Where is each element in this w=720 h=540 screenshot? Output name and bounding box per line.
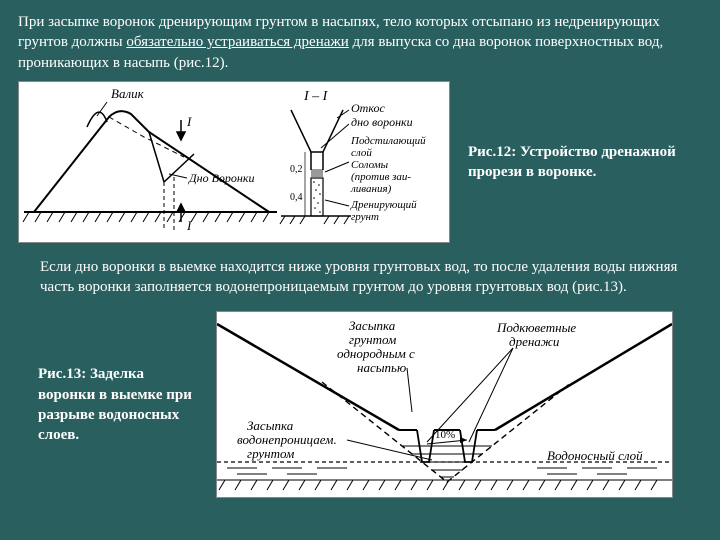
label-d02: 0,2 bbox=[290, 164, 303, 175]
label-section: I – I bbox=[303, 89, 329, 104]
figure-13-diagram: 10% bbox=[216, 311, 673, 498]
label-10pct: 10% bbox=[435, 429, 455, 441]
label-grunt: грунт bbox=[351, 211, 379, 223]
caption-13: Рис.13: Заделка воронки в выемке при раз… bbox=[18, 364, 198, 445]
label-zb2: водонепроницаем. bbox=[237, 432, 337, 447]
label-vodon: Водоносный слой bbox=[547, 448, 643, 463]
paragraph-2: Если дно воронки в выемке находится ниже… bbox=[40, 257, 692, 298]
figure-13-row: Рис.13: Заделка воронки в выемке при раз… bbox=[18, 311, 692, 498]
label-zasypka4: насыпью bbox=[357, 360, 406, 375]
figure-12-diagram: I I Валик Дно Воронки I – I bbox=[18, 81, 450, 243]
label-podk1: Подкюветные bbox=[496, 320, 576, 335]
figure-12-row: I I Валик Дно Воронки I – I bbox=[18, 81, 692, 243]
paragraph-1: При засыпке воронок дренирующим грунтом … bbox=[18, 12, 692, 73]
para1-underlined: обязательно устраиваться дренажи bbox=[126, 34, 348, 50]
label-otkos: Откос bbox=[351, 101, 385, 115]
label-livaniya: ливания) bbox=[350, 183, 392, 195]
label-podstil: Подстилающий bbox=[350, 135, 426, 147]
label-zasypka1: Засыпка bbox=[349, 318, 396, 333]
label-dno-left: Дно Воронки bbox=[188, 171, 254, 185]
label-podk2: дренажи bbox=[509, 334, 560, 349]
caption-12: Рис.12: Устройство дренажной прорези в в… bbox=[468, 142, 678, 183]
label-zb3: грунтом bbox=[247, 446, 294, 461]
label-zasypka2: грунтом bbox=[349, 332, 396, 347]
label-sloy: слой bbox=[351, 147, 372, 159]
label-dren: Дренирующий bbox=[350, 199, 417, 211]
label-i-top: I bbox=[186, 114, 192, 129]
label-protiv: (против заи- bbox=[351, 171, 411, 183]
label-i-bot: I bbox=[186, 218, 192, 233]
label-dno-right: дно воронки bbox=[351, 115, 413, 129]
label-zb1: Засыпка bbox=[247, 418, 294, 433]
label-solomy: Соломы bbox=[351, 159, 389, 171]
label-zasypka3: однородным с bbox=[337, 346, 415, 361]
label-d04: 0,4 bbox=[290, 192, 303, 203]
label-valik: Валик bbox=[111, 86, 145, 101]
